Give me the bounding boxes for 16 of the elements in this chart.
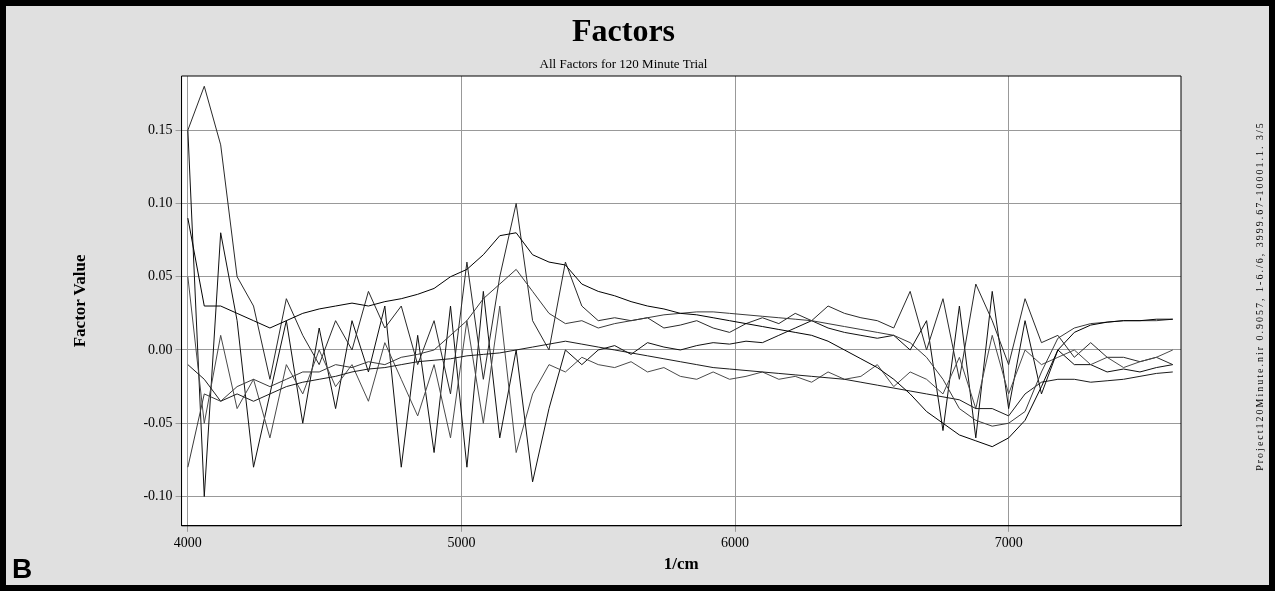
text: B: [12, 553, 33, 585]
y-tick-label: 0.05: [148, 268, 173, 284]
text: Project120Minute.nir 0.9057, 1-6./6, 3999.67-10001.1. 3/5: [1254, 120, 1265, 471]
x-tick-label: 5000: [447, 534, 476, 550]
y-tick-label: 0.00: [148, 341, 173, 357]
y-tick-label: -0.10: [143, 488, 173, 504]
y-tick-label: 0.10: [148, 195, 173, 211]
x-tick-label: 7000: [994, 534, 1023, 550]
y-tick-label: 0.15: [148, 121, 173, 137]
x-tick-label: 4000: [173, 534, 202, 550]
x-tick-label: 6000: [721, 534, 750, 550]
x-axis-title: 1/cm: [663, 554, 699, 574]
chart-subtitle: All Factors for 120 Minute Trial: [539, 55, 708, 71]
y-tick-label: -0.05: [143, 414, 173, 430]
y-axis-title: Factor Value: [69, 254, 89, 348]
chart-title: Factors: [571, 12, 676, 49]
